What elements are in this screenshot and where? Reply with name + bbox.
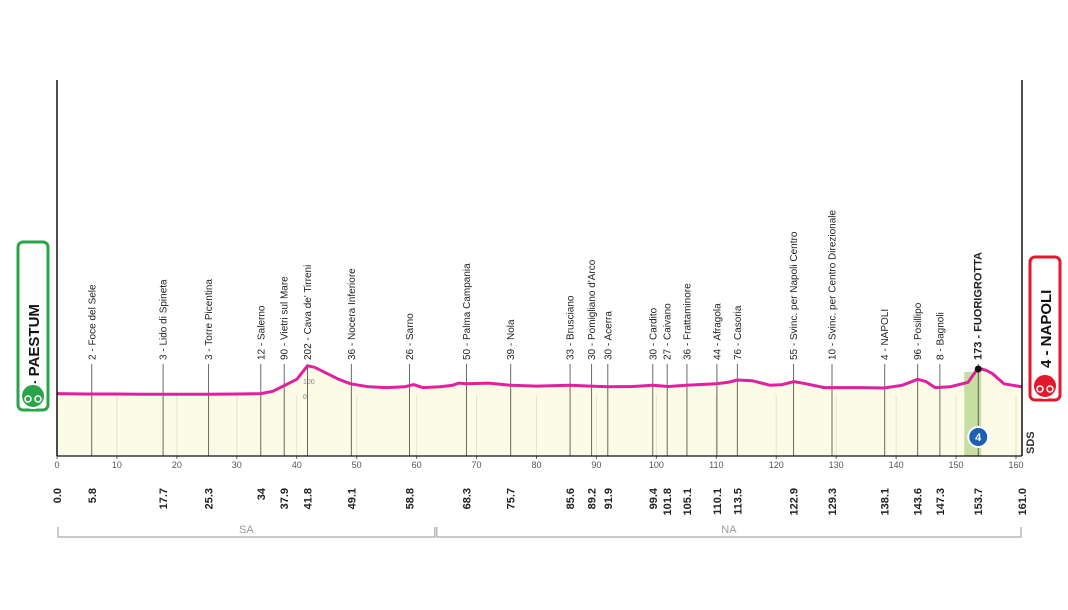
- finish-icon: [1032, 373, 1058, 399]
- waypoint-km: 91.9: [603, 488, 615, 509]
- x-tick-label: 60: [412, 460, 422, 470]
- waypoint-name: 36 - Nocera Inferiore: [347, 268, 358, 360]
- finish-km: 161.0: [1017, 488, 1029, 516]
- waypoint-name: 4 - NAPOLI: [880, 309, 891, 360]
- x-tick-label: 120: [769, 460, 784, 470]
- waypoint-km: 129.3: [827, 488, 839, 516]
- plot-under: 0 10 20 30 40 50 60 70 80 90 100 110 120 130 140 150 160…: [54, 364, 1024, 470]
- waypoint-km: 143.6: [913, 488, 925, 516]
- waypoint-name: 76 - Casoria: [733, 305, 744, 360]
- waypoint-km: 138.1: [880, 488, 892, 516]
- waypoint-km: 68.3: [461, 488, 473, 509]
- waypoint-km: 25.3: [204, 488, 216, 509]
- waypoint-km: 5.8: [87, 488, 99, 503]
- waypoint-km: 153.7: [973, 488, 985, 516]
- waypoint-km: 122.9: [789, 488, 801, 516]
- waypoint-km: 75.7: [506, 488, 518, 509]
- x-tick-label: 90: [591, 460, 601, 470]
- x-tick-label: 140: [889, 460, 904, 470]
- waypoint-name: 90 - Vietri sul Mare: [280, 276, 291, 360]
- waypoint-km: 99.4: [648, 487, 660, 509]
- x-tick-label: 70: [472, 460, 482, 470]
- waypoint-name: 3 - Lido di Spineta: [159, 279, 170, 360]
- waypoint-name: 36 - Frattaminore: [682, 283, 693, 360]
- region-bracket: [57, 527, 436, 538]
- climb-category: 4: [975, 432, 982, 444]
- x-tick-label: 80: [531, 460, 541, 470]
- waypoint-name: 202 - Cava de' Tirreni: [303, 265, 314, 360]
- waypoint-name: 10 - Svinc. per Centro Direzionale: [827, 209, 838, 360]
- waypoint-km: 17.7: [158, 488, 170, 509]
- waypoint-km: 113.5: [732, 488, 744, 515]
- waypoint-km: 58.8: [404, 488, 416, 509]
- waypoint-name: 8 - Bagnoli: [935, 312, 946, 360]
- waypoint-name: 55 - Svinc. per Napoli Centro: [789, 231, 800, 360]
- waypoint-name: 2 - Foce del Sele: [87, 284, 98, 360]
- waypoint-name: 33 - Brusciano: [566, 295, 577, 360]
- x-tick-label: 130: [829, 460, 844, 470]
- waypoint-name: 39 - Nola: [506, 319, 517, 360]
- climb-top: [974, 365, 982, 373]
- waypoint-name: 12 - Salerno: [256, 305, 267, 360]
- waypoint-km: 101.8: [662, 488, 674, 516]
- finish-icon-wheel: [1046, 385, 1054, 393]
- finish-box: [1028, 255, 1062, 402]
- y-tick-label: 0: [303, 394, 307, 401]
- x-tick-label: 110: [709, 460, 723, 470]
- waypoint-name: 173 - FUORIGROTTA: [973, 252, 985, 360]
- start-icon: [20, 383, 46, 409]
- waypoint-name: 27 - Caivano: [663, 303, 674, 360]
- waypoint-name: 26 - Sarno: [405, 313, 416, 360]
- waypoint-name: 3 - Torre Picentina: [204, 279, 215, 360]
- start-icon-wheel: [24, 395, 32, 403]
- x-tick-label: 100: [649, 460, 664, 470]
- region-bracket: [436, 527, 1022, 538]
- climb-badge: [967, 426, 990, 448]
- waypoint-km: 34: [256, 487, 268, 500]
- waypoint-km: 147.3: [935, 488, 947, 516]
- y-tick-label: 100: [303, 379, 315, 386]
- profile-area: [57, 365, 1022, 456]
- plot-over: 2 - Foce del Sele 5.8 3 - Lido di Spineta 1…: [52, 80, 1029, 538]
- waypoint-name: 30 - Pomigliano d'Arco: [587, 259, 598, 360]
- waypoint-km: 85.6: [565, 488, 577, 509]
- x-tick-label: 150: [949, 460, 964, 470]
- x-tick-label: 20: [172, 460, 182, 470]
- waypoint-km: 49.1: [346, 488, 358, 509]
- region-name: NA: [721, 524, 737, 536]
- waypoint-km: 89.2: [587, 488, 599, 509]
- waypoint-name: 30 - Cardito: [648, 307, 659, 360]
- waypoint-km: 110.1: [712, 488, 724, 515]
- x-tick-label: 30: [232, 460, 242, 470]
- x-tick-label: 10: [112, 460, 122, 470]
- start-name: 6 - PAESTUM: [26, 304, 43, 398]
- start-icon-wheel: [34, 395, 42, 403]
- x-tick-label: 0: [54, 460, 59, 470]
- finish-icon-wheel: [1036, 385, 1044, 393]
- waypoint-km: 105.1: [682, 488, 694, 516]
- region-name: SA: [239, 524, 254, 536]
- waypoint-km: 41.8: [303, 488, 315, 509]
- waypoint-name: 30 - Acerra: [603, 311, 614, 360]
- finish-name: 4 - NAPOLI: [1038, 290, 1055, 368]
- profile-line: [56, 364, 1023, 396]
- logo: SDS: [1025, 431, 1037, 454]
- x-tick-label: 40: [292, 460, 302, 470]
- start-km: 0.0: [52, 488, 64, 503]
- waypoint-name: 50 - Palma Campania: [462, 263, 473, 360]
- waypoint-km: 37.9: [279, 488, 291, 509]
- waypoint-name: 96 - Posillipo: [913, 302, 924, 360]
- waypoint-name: 44 - Afragola: [712, 303, 723, 360]
- x-tick-label: 160: [1008, 460, 1023, 470]
- x-tick-label: 50: [352, 460, 362, 470]
- start-box: [16, 240, 50, 412]
